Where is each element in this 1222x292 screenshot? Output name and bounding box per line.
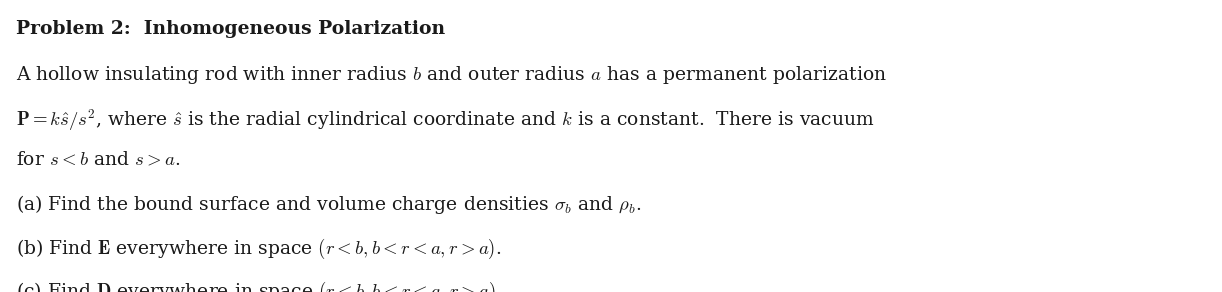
Text: $\mathbf{P} = k\hat{s}/s^2$, where $\hat{s}$ is the radial cylindrical coordinat: $\mathbf{P} = k\hat{s}/s^2$, where $\hat…	[16, 107, 875, 133]
Text: A hollow insulating rod with inner radius $b$ and outer radius $a$ has a permane: A hollow insulating rod with inner radiu…	[16, 64, 887, 86]
Text: (a) Find the bound surface and volume charge densities $\sigma_b$ and $\rho_b$.: (a) Find the bound surface and volume ch…	[16, 193, 642, 216]
Text: (b) Find $\mathbf{E}$ everywhere in space $(r < b, b < r < a, r > a)$.: (b) Find $\mathbf{E}$ everywhere in spac…	[16, 237, 501, 261]
Text: Problem 2:  Inhomogeneous Polarization: Problem 2: Inhomogeneous Polarization	[16, 20, 445, 39]
Text: (c) Find $\mathbf{D}$ everywhere in space $(r < b, b < r < a, r > a)$.: (c) Find $\mathbf{D}$ everywhere in spac…	[16, 280, 502, 292]
Text: for $s < b$ and $s > a$.: for $s < b$ and $s > a$.	[16, 150, 180, 168]
